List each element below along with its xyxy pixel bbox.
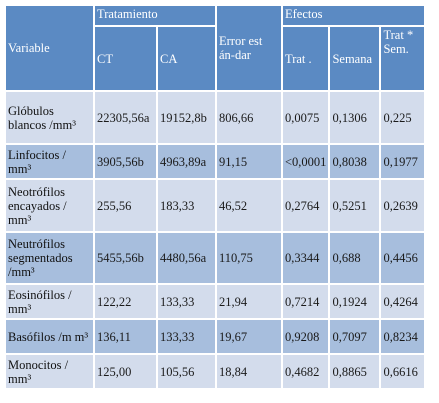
- cell-ca: 133,33: [158, 285, 215, 318]
- cell-trat-sem: 0,8234: [381, 320, 425, 353]
- cell-ca: 4480,56a: [158, 233, 215, 283]
- header-trat-sem: Trat * Sem.: [381, 27, 425, 90]
- cell-ct: 5455,56b: [95, 233, 156, 283]
- cell-ct: 125,00: [95, 355, 156, 388]
- cell-error: 110,75: [217, 233, 281, 283]
- table-row: Glóbulos blancos /mm³ 22305,56a 19152,8b…: [6, 92, 425, 143]
- cell-trat: 0,9208: [283, 320, 329, 353]
- cell-ca: 105,56: [158, 355, 215, 388]
- cell-semana: 0,7097: [330, 320, 380, 353]
- cell-ca: 133,33: [158, 320, 215, 353]
- cell-error: 91,15: [217, 145, 281, 178]
- cell-ct: 122,22: [95, 285, 156, 318]
- cell-trat: 0,3344: [283, 233, 329, 283]
- cell-trat: 0,0075: [283, 92, 329, 143]
- table-row: Basófilos /m m³ 136,11 133,33 19,67 0,92…: [6, 320, 425, 353]
- cell-semana: 0,8038: [330, 145, 380, 178]
- cell-variable: Basófilos /m m³: [6, 320, 93, 353]
- cell-ct: 255,56: [95, 180, 156, 231]
- header-trat: Trat .: [283, 27, 329, 90]
- cell-error: 21,94: [217, 285, 281, 318]
- cell-error: 18,84: [217, 355, 281, 388]
- table-row: Monocitos / mm³ 125,00 105,56 18,84 0,46…: [6, 355, 425, 388]
- cell-semana: 0,8865: [330, 355, 380, 388]
- table-row: Neutrófilos segmentados /mm³ 5455,56b 44…: [6, 233, 425, 283]
- cell-trat: <0,0001: [283, 145, 329, 178]
- cell-trat-sem: 0,6616: [381, 355, 425, 388]
- table-row: Eosinófilos / mm³ 122,22 133,33 21,94 0,…: [6, 285, 425, 318]
- cell-semana: 0,5251: [330, 180, 380, 231]
- cell-error: 46,52: [217, 180, 281, 231]
- header-tratamiento: Tratamiento: [95, 6, 215, 25]
- cell-trat-sem: 0,2639: [381, 180, 425, 231]
- cell-ca: 19152,8b: [158, 92, 215, 143]
- header-error-estandar: Error est án-dar: [217, 6, 281, 90]
- cell-trat-sem: 0,225: [381, 92, 425, 143]
- cell-ca: 4963,89a: [158, 145, 215, 178]
- results-table: Variable Tratamiento Error est án-dar Ef…: [4, 4, 427, 390]
- header-ca: CA: [158, 27, 215, 90]
- cell-variable: Neotrófilos encayados / mm³: [6, 180, 93, 231]
- header-efectos: Efectos: [283, 6, 425, 25]
- header-ct: CT: [95, 27, 156, 90]
- cell-ct: 3905,56b: [95, 145, 156, 178]
- header-variable: Variable: [6, 6, 93, 90]
- cell-semana: 0,688: [330, 233, 380, 283]
- cell-ct: 22305,56a: [95, 92, 156, 143]
- cell-trat-sem: 0,4456: [381, 233, 425, 283]
- cell-semana: 0,1306: [330, 92, 380, 143]
- table-row: Neotrófilos encayados / mm³ 255,56 183,3…: [6, 180, 425, 231]
- table-row: Linfocitos / mm³ 3905,56b 4963,89a 91,15…: [6, 145, 425, 178]
- header-semana: Semana: [330, 27, 380, 90]
- cell-ct: 136,11: [95, 320, 156, 353]
- cell-trat: 0,4682: [283, 355, 329, 388]
- cell-error: 19,67: [217, 320, 281, 353]
- cell-ca: 183,33: [158, 180, 215, 231]
- cell-trat-sem: 0,1977: [381, 145, 425, 178]
- cell-trat: 0,7214: [283, 285, 329, 318]
- cell-semana: 0,1924: [330, 285, 380, 318]
- cell-variable: Neutrófilos segmentados /mm³: [6, 233, 93, 283]
- cell-error: 806,66: [217, 92, 281, 143]
- cell-variable: Monocitos / mm³: [6, 355, 93, 388]
- cell-trat: 0,2764: [283, 180, 329, 231]
- cell-variable: Eosinófilos / mm³: [6, 285, 93, 318]
- cell-variable: Linfocitos / mm³: [6, 145, 93, 178]
- cell-trat-sem: 0,4264: [381, 285, 425, 318]
- cell-variable: Glóbulos blancos /mm³: [6, 92, 93, 143]
